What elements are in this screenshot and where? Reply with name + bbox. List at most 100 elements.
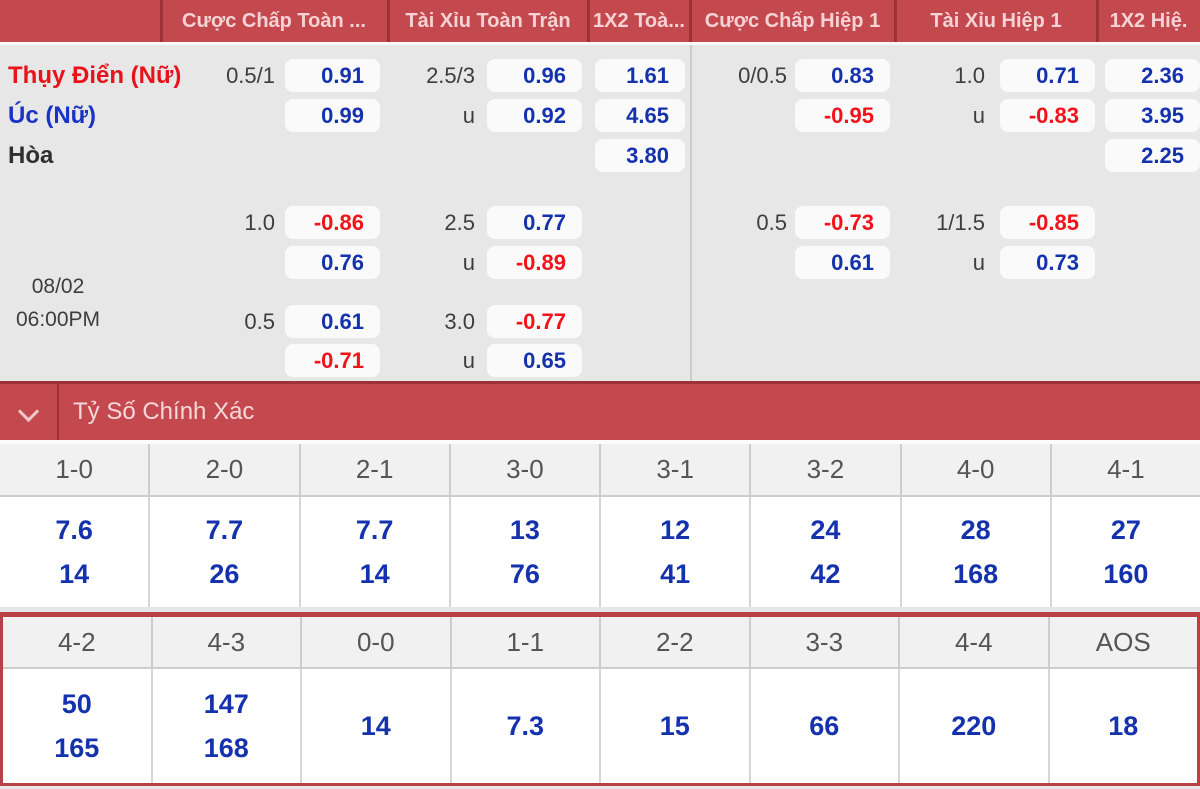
odds-box-h1-over[interactable]: -0.85	[1000, 206, 1095, 239]
under-label-h1: u	[972, 250, 985, 275]
odds-box-h1-over[interactable]: 0.71	[1000, 59, 1095, 92]
odds-value: 41	[660, 558, 691, 589]
chevron-down-icon[interactable]	[17, 400, 40, 423]
odds-box-under[interactable]: 0.92	[487, 99, 582, 132]
odds-box-h1-handicap-away[interactable]: -0.95	[795, 99, 890, 132]
match-date: 08/02	[31, 275, 85, 298]
header-overunder-fulltime: Tài Xỉu Toàn Trận	[405, 9, 571, 32]
odds-value: 7.6	[55, 514, 93, 545]
odds-box-h1-under[interactable]: -0.83	[1000, 99, 1095, 132]
correct-score-section-bar[interactable]: Tỷ Số Chính Xác	[0, 381, 1200, 440]
score-label: 4-3	[153, 617, 302, 667]
odds-box-handicap-away[interactable]: -0.71	[285, 344, 380, 377]
under-label: u	[462, 103, 475, 128]
section-title: Tỷ Số Chính Xác	[73, 398, 255, 425]
score-odds-cell[interactable]: 220	[900, 669, 1050, 783]
odds-value: 160	[1103, 558, 1149, 589]
handicap-line-label: 0.5/1	[226, 63, 275, 88]
odds-box-over[interactable]: 0.96	[487, 59, 582, 92]
header-divider	[587, 0, 590, 42]
odds-box-1x2-draw[interactable]: 3.80	[595, 139, 685, 172]
score-odds-cell[interactable]: 24 42	[751, 497, 902, 607]
score-odds-cell[interactable]: 66	[751, 669, 900, 783]
header-handicap-half1: Cược Chấp Hiệp 1	[704, 9, 881, 32]
score-label: 3-1	[601, 444, 752, 495]
score-odds-cell[interactable]: 14	[302, 669, 452, 783]
odds-value: 24	[810, 514, 841, 545]
score-odds-cell[interactable]: 7.6 14	[0, 497, 151, 607]
score-odds-cell[interactable]: 18	[1050, 669, 1198, 783]
odds-value: 14	[359, 558, 390, 589]
odds-box-h1-handicap-away[interactable]: 0.61	[795, 246, 890, 279]
correct-score-table-1: 1-0 2-0 2-1 3-0 3-1 3-2 4-0 4-1 7.6 14 7…	[0, 444, 1200, 607]
odds-box-h1-1x2-away[interactable]: 3.95	[1105, 99, 1200, 132]
score-label: 3-2	[751, 444, 902, 495]
half-sections-divider	[690, 45, 692, 381]
header-1x2-fulltime: 1X2 Toà...	[593, 9, 685, 32]
score-label: 3-0	[451, 444, 601, 495]
overunder-line-label: 2.5	[444, 210, 475, 235]
odds-value: 66	[809, 710, 840, 741]
score-odds-cell[interactable]: 7.7 26	[150, 497, 301, 607]
odds-box-h1-handicap-home[interactable]: -0.73	[795, 206, 890, 239]
odds-value: 7.7	[205, 514, 244, 545]
odds-box-h1-handicap-home[interactable]: 0.83	[795, 59, 890, 92]
odds-value: 165	[54, 732, 100, 763]
odds-value: 15	[659, 710, 690, 741]
team-away-label: Úc (Nữ)	[8, 102, 97, 129]
score-odds-cell[interactable]: 7.3	[452, 669, 601, 783]
odds-box-handicap-away[interactable]: 0.76	[285, 246, 380, 279]
score-label: 2-1	[301, 444, 451, 495]
score-header-row: 1-0 2-0 2-1 3-0 3-1 3-2 4-0 4-1	[0, 444, 1200, 497]
score-label: 4-1	[1107, 454, 1145, 484]
header-overunder-half1: Tài Xỉu Hiệp 1	[930, 9, 1062, 32]
odds-box-under[interactable]: -0.89	[487, 246, 582, 279]
score-odds-cell[interactable]: 13 76	[451, 497, 601, 607]
score-odds-cell[interactable]: 27 160	[1052, 497, 1200, 607]
handicap-line-label: 1.0	[244, 210, 275, 235]
odds-box-h1-1x2-draw[interactable]: 2.25	[1105, 139, 1200, 172]
odds-value: 168	[953, 558, 999, 589]
odds-value: 14	[360, 710, 391, 741]
score-odds-row: 7.6 14 7.7 26 7.7 14 13 76 12 41 24 42	[0, 497, 1200, 607]
odds-box-handicap-home[interactable]: -0.86	[285, 206, 380, 239]
correct-score-table-2: 4-2 4-3 0-0 1-1 2-2 3-3 4-4 AOS 50 165 1…	[0, 612, 1200, 786]
odds-box-handicap-away[interactable]: 0.99	[285, 99, 380, 132]
odds-box-h1-1x2-home[interactable]: 2.36	[1105, 59, 1200, 92]
odds-box-1x2-home[interactable]: 1.61	[595, 59, 685, 92]
odds-value: 7.3	[506, 710, 545, 741]
odds-value: 14	[59, 558, 90, 589]
overunder-line-label: 3.0	[444, 309, 475, 334]
odds-value: 42	[810, 558, 841, 589]
header-1x2-half1: 1X2 Hiệ.	[1109, 9, 1188, 32]
score-label: 0-0	[302, 617, 452, 667]
score-odds-row: 50 165 147 168 14 7.3 15 66 220	[3, 669, 1197, 783]
score-odds-cell[interactable]: 28 168	[902, 497, 1052, 607]
odds-value: 28	[960, 514, 991, 545]
overunder-line-label: 2.5/3	[426, 63, 475, 88]
score-label: 2-2	[601, 617, 751, 667]
score-odds-cell[interactable]: 15	[601, 669, 751, 783]
header-divider	[1096, 0, 1099, 42]
score-odds-cell[interactable]: 12 41	[601, 497, 752, 607]
score-odds-cell[interactable]: 50 165	[3, 669, 153, 783]
odds-box-handicap-home[interactable]: 0.91	[285, 59, 380, 92]
under-label: u	[462, 348, 475, 373]
odds-box-1x2-away[interactable]: 4.65	[595, 99, 685, 132]
odds-value: 76	[509, 558, 540, 589]
odds-box-over[interactable]: -0.77	[487, 305, 582, 338]
score-label: 4-2	[3, 617, 153, 667]
draw-label: Hòa	[8, 142, 54, 169]
score-odds-cell[interactable]: 147 168	[153, 669, 302, 783]
odds-box-handicap-home[interactable]: 0.61	[285, 305, 380, 338]
header-divider	[689, 0, 692, 42]
score-label: 4-0	[902, 444, 1052, 495]
score-header-row: 4-2 4-3 0-0 1-1 2-2 3-3 4-4 AOS	[3, 617, 1197, 669]
score-label: 3-3	[751, 617, 900, 667]
odds-box-under[interactable]: 0.65	[487, 344, 582, 377]
score-odds-cell[interactable]: 7.7 14	[301, 497, 451, 607]
odds-box-over[interactable]: 0.77	[487, 206, 582, 239]
odds-value: 26	[209, 558, 240, 589]
odds-box-h1-under[interactable]: 0.73	[1000, 246, 1095, 279]
header-divider	[160, 0, 163, 42]
